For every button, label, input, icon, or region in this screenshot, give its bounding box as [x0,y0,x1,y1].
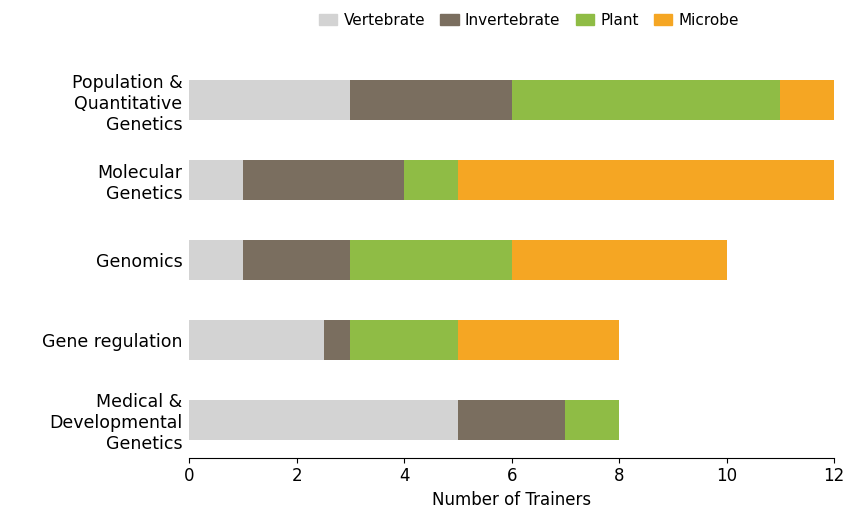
Bar [512,240,727,280]
Bar [512,81,781,120]
Bar [189,81,351,120]
Bar [189,400,458,439]
Bar [243,160,404,200]
Bar [404,160,458,200]
Bar [323,320,351,360]
Bar [781,81,834,120]
Bar [189,240,243,280]
Bar [351,240,512,280]
Bar [351,81,512,120]
Bar [189,320,323,360]
Bar [189,160,243,200]
X-axis label: Number of Trainers: Number of Trainers [432,491,592,509]
Bar [458,400,566,439]
Bar [243,240,351,280]
Bar [458,320,619,360]
Bar [351,320,458,360]
Bar [566,400,619,439]
Bar [458,160,834,200]
Legend: Vertebrate, Invertebrate, Plant, Microbe: Vertebrate, Invertebrate, Plant, Microbe [313,7,745,34]
